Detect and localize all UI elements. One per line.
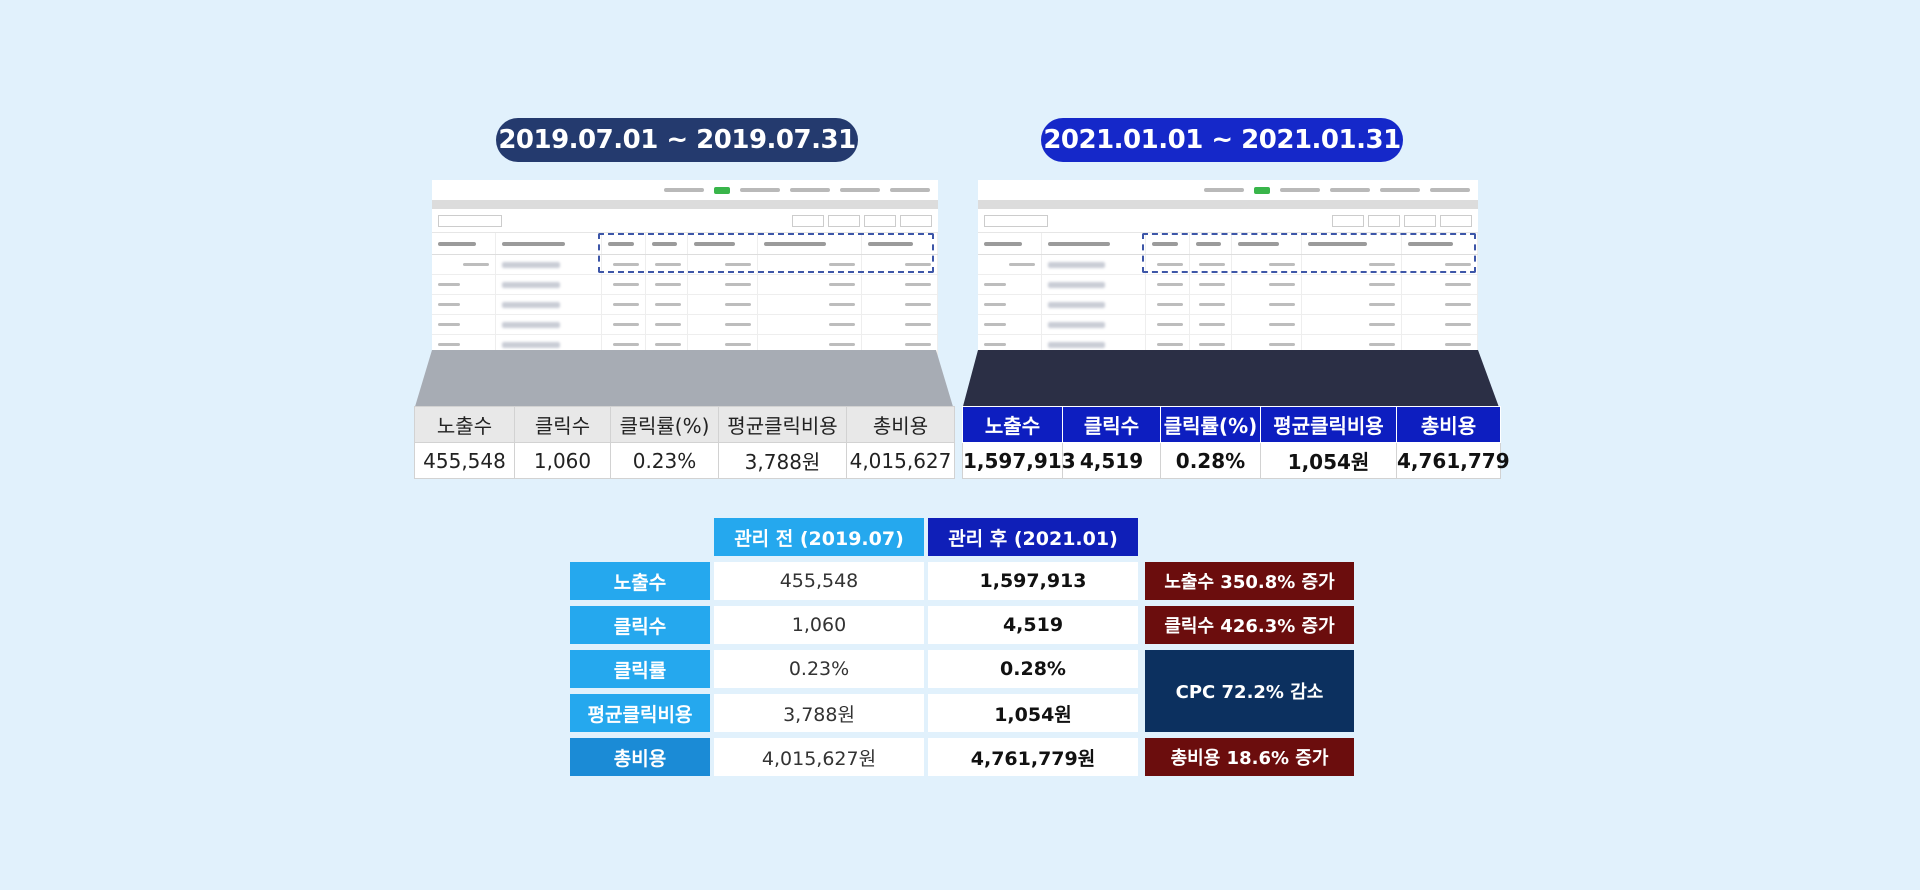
summary-value: 4,519 <box>1062 442 1161 479</box>
row-label-ctr: 클릭률 <box>570 650 710 688</box>
summary-header: 노출수 <box>414 406 515 443</box>
summary-header: 평균클릭비용 <box>718 406 847 443</box>
value-before-clicks: 1,060 <box>714 606 924 644</box>
summary-header: 클릭수 <box>514 406 611 443</box>
value-after-clicks: 4,519 <box>928 606 1138 644</box>
badge-clicks-increase: 클릭수 426.3% 증가 <box>1145 606 1354 644</box>
row-label-total-cost: 총비용 <box>570 738 710 776</box>
zoom-trapezoid-after <box>962 350 1500 410</box>
value-before-impressions: 455,548 <box>714 562 924 600</box>
summary-value: 0.23% <box>610 442 719 479</box>
value-before-total-cost: 4,015,627원 <box>714 738 924 776</box>
summary-value: 4,015,627 <box>846 442 955 479</box>
summary-header: 클릭률(%) <box>610 406 719 443</box>
summary-header: 평균클릭비용 <box>1260 406 1397 443</box>
summary-value: 455,548 <box>414 442 515 479</box>
badge-cpc-decrease: CPC 72.2% 감소 <box>1145 650 1354 732</box>
value-after-ctr: 0.28% <box>928 650 1138 688</box>
summary-value: 3,788원 <box>718 442 847 479</box>
summary-value: 1,597,913 <box>962 442 1076 479</box>
summary-header: 노출수 <box>962 406 1063 443</box>
zoom-trapezoid-before <box>414 350 954 410</box>
value-before-ctr: 0.23% <box>714 650 924 688</box>
row-label-clicks: 클릭수 <box>570 606 710 644</box>
badge-impressions-increase: 노출수 350.8% 증가 <box>1145 562 1354 600</box>
summary-value: 1,054원 <box>1260 442 1397 479</box>
summary-header: 클릭률(%) <box>1160 406 1261 443</box>
value-after-avg-cpc: 1,054원 <box>928 694 1138 732</box>
row-label-impressions: 노출수 <box>570 562 710 600</box>
date-range-before: 2019.07.01 ~ 2019.07.31 <box>496 118 858 162</box>
row-label-avg-cpc: 평균클릭비용 <box>570 694 710 732</box>
value-after-impressions: 1,597,913 <box>928 562 1138 600</box>
column-header-before: 관리 전 (2019.07) <box>714 518 924 556</box>
summary-value: 1,060 <box>514 442 611 479</box>
column-header-after: 관리 후 (2021.01) <box>928 518 1138 556</box>
date-range-after: 2021.01.01 ~ 2021.01.31 <box>1041 118 1403 162</box>
summary-table-before: 노출수 클릭수 클릭률(%) 평균클릭비용 총비용 455,548 1,060 … <box>414 406 955 479</box>
value-after-total-cost: 4,761,779원 <box>928 738 1138 776</box>
summary-header: 총비용 <box>1396 406 1501 443</box>
summary-value: 0.28% <box>1160 442 1261 479</box>
summary-header: 클릭수 <box>1062 406 1161 443</box>
summary-value: 4,761,779 <box>1396 442 1510 479</box>
summary-header: 총비용 <box>846 406 955 443</box>
value-before-avg-cpc: 3,788원 <box>714 694 924 732</box>
badge-cost-increase: 총비용 18.6% 증가 <box>1145 738 1354 776</box>
summary-table-after: 노출수 클릭수 클릭률(%) 평균클릭비용 총비용 1,597,913 4,51… <box>962 406 1510 479</box>
